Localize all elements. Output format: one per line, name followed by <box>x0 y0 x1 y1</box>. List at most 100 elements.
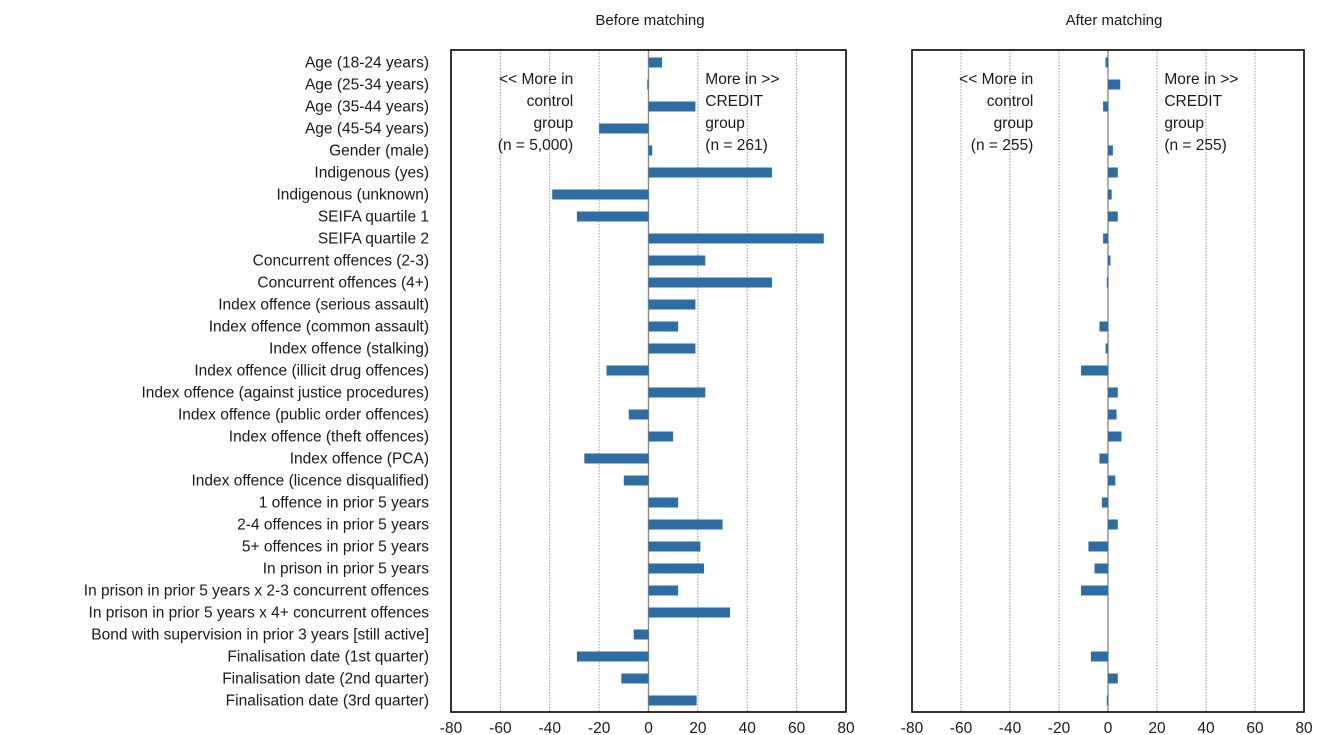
category-label: 2-4 offences in prior 5 years <box>237 517 429 534</box>
category-label: In prison in prior 5 years <box>263 561 430 578</box>
panel-after: After matching << More in control group (n =… <box>901 12 1313 735</box>
tick-label: 20 <box>1148 720 1166 735</box>
annotation-line: group <box>534 115 574 132</box>
bar <box>648 431 674 442</box>
bar <box>648 145 653 156</box>
category-label: Index offence (stalking) <box>269 341 429 358</box>
category-label: 1 offence in prior 5 years <box>259 495 430 512</box>
bar <box>1105 343 1108 354</box>
bar <box>621 673 649 684</box>
tick-label: 40 <box>739 720 757 735</box>
bar <box>1108 167 1118 178</box>
category-label: Age (35-44 years) <box>305 99 429 116</box>
bar <box>633 629 649 640</box>
bar <box>1103 233 1108 244</box>
category-label: Index offence (common assault) <box>209 319 429 336</box>
bar <box>648 167 772 178</box>
category-label: Index offence (illicit drug offences) <box>194 363 429 380</box>
tick-label: 80 <box>837 720 855 735</box>
bar <box>623 475 649 486</box>
category-label: Gender (male) <box>329 143 429 160</box>
bar <box>648 277 772 288</box>
bar <box>1090 651 1108 662</box>
category-label: In prison in prior 5 years x 2-3 concurr… <box>84 583 429 600</box>
bar <box>648 607 730 618</box>
category-label: Index offence (serious assault) <box>218 297 429 314</box>
panel-before: Before matching << More in control group (n … <box>440 12 855 735</box>
tick-label: 20 <box>689 720 707 735</box>
category-label: 5+ offences in prior 5 years <box>242 539 429 556</box>
bar <box>628 409 649 420</box>
tick-label: -60 <box>950 720 973 735</box>
bar <box>1108 79 1121 90</box>
bar <box>648 387 706 398</box>
annotation-line: More in >> <box>1164 71 1238 88</box>
annotation-line: control <box>987 93 1034 110</box>
bar <box>648 57 663 68</box>
annotation-line: control <box>527 93 574 110</box>
bar <box>584 453 649 464</box>
bar <box>1108 519 1118 530</box>
annotation-right: More in >> CREDIT group (n = 261) <box>705 71 779 154</box>
bar <box>1108 431 1122 442</box>
bar <box>1108 189 1112 200</box>
annotation-line: (n = 5,000) <box>498 137 573 154</box>
bar <box>1108 387 1118 398</box>
x-axis-ticks: -80 -60 -40 -20 0 20 40 60 80 <box>901 720 1313 735</box>
panel-title: After matching <box>1066 12 1163 29</box>
bar <box>1105 57 1108 68</box>
bar <box>648 563 705 574</box>
bar <box>1108 475 1116 486</box>
plot-frame <box>911 49 1305 713</box>
bar <box>648 101 696 112</box>
category-label: Finalisation date (3rd quarter) <box>226 693 429 710</box>
tick-label: -40 <box>999 720 1022 735</box>
tick-label: -80 <box>901 720 924 735</box>
bar <box>648 299 696 310</box>
tick-label: -80 <box>440 720 463 735</box>
bars <box>1081 57 1122 706</box>
bar <box>606 365 649 376</box>
category-label: Age (45-54 years) <box>305 121 429 138</box>
bar <box>576 211 649 222</box>
category-label: Indigenous (yes) <box>314 165 429 182</box>
tick-label: 80 <box>1295 720 1313 735</box>
annotation-left: << More in control group (n = 5,000) <box>498 71 573 154</box>
bar <box>1088 541 1108 552</box>
x-axis-ticks: -80 -60 -40 -20 0 20 40 60 80 <box>440 720 855 735</box>
annotation-line: << More in <box>959 71 1033 88</box>
bar <box>648 695 697 706</box>
annotation-line: CREDIT <box>705 93 763 110</box>
annotation-line: group <box>705 115 745 132</box>
panel-title: Before matching <box>595 12 704 29</box>
bar <box>1106 277 1108 288</box>
tick-label: 60 <box>1246 720 1264 735</box>
bar <box>552 189 649 200</box>
category-label: Age (18-24 years) <box>305 55 429 72</box>
tick-label: 60 <box>788 720 806 735</box>
bar <box>1081 585 1108 596</box>
tick-label: 0 <box>1104 720 1113 735</box>
category-label: Index offence (PCA) <box>290 451 429 468</box>
bar <box>648 585 679 596</box>
category-label: SEIFA quartile 1 <box>318 209 429 226</box>
category-label: Index offence (against justice procedure… <box>142 385 430 402</box>
annotation-line: (n = 255) <box>1164 137 1226 154</box>
tick-label: -20 <box>1048 720 1071 735</box>
annotation-line: More in >> <box>705 71 779 88</box>
bar <box>1101 497 1108 508</box>
bar <box>599 123 649 134</box>
bar <box>1081 365 1108 376</box>
category-label: Concurrent offences (2-3) <box>253 253 429 270</box>
annotation-line: (n = 255) <box>971 137 1033 154</box>
category-label: In prison in prior 5 years x 4+ concurre… <box>89 605 430 622</box>
category-label: Age (25-34 years) <box>305 77 429 94</box>
bar <box>1108 255 1111 266</box>
bar <box>648 233 824 244</box>
bars <box>552 57 824 706</box>
tick-label: 40 <box>1197 720 1215 735</box>
bar <box>648 541 701 552</box>
category-label: Bond with supervision in prior 3 years [… <box>91 627 429 644</box>
annotation-left: << More in control group (n = 255) <box>959 71 1033 154</box>
bar <box>1108 409 1117 420</box>
